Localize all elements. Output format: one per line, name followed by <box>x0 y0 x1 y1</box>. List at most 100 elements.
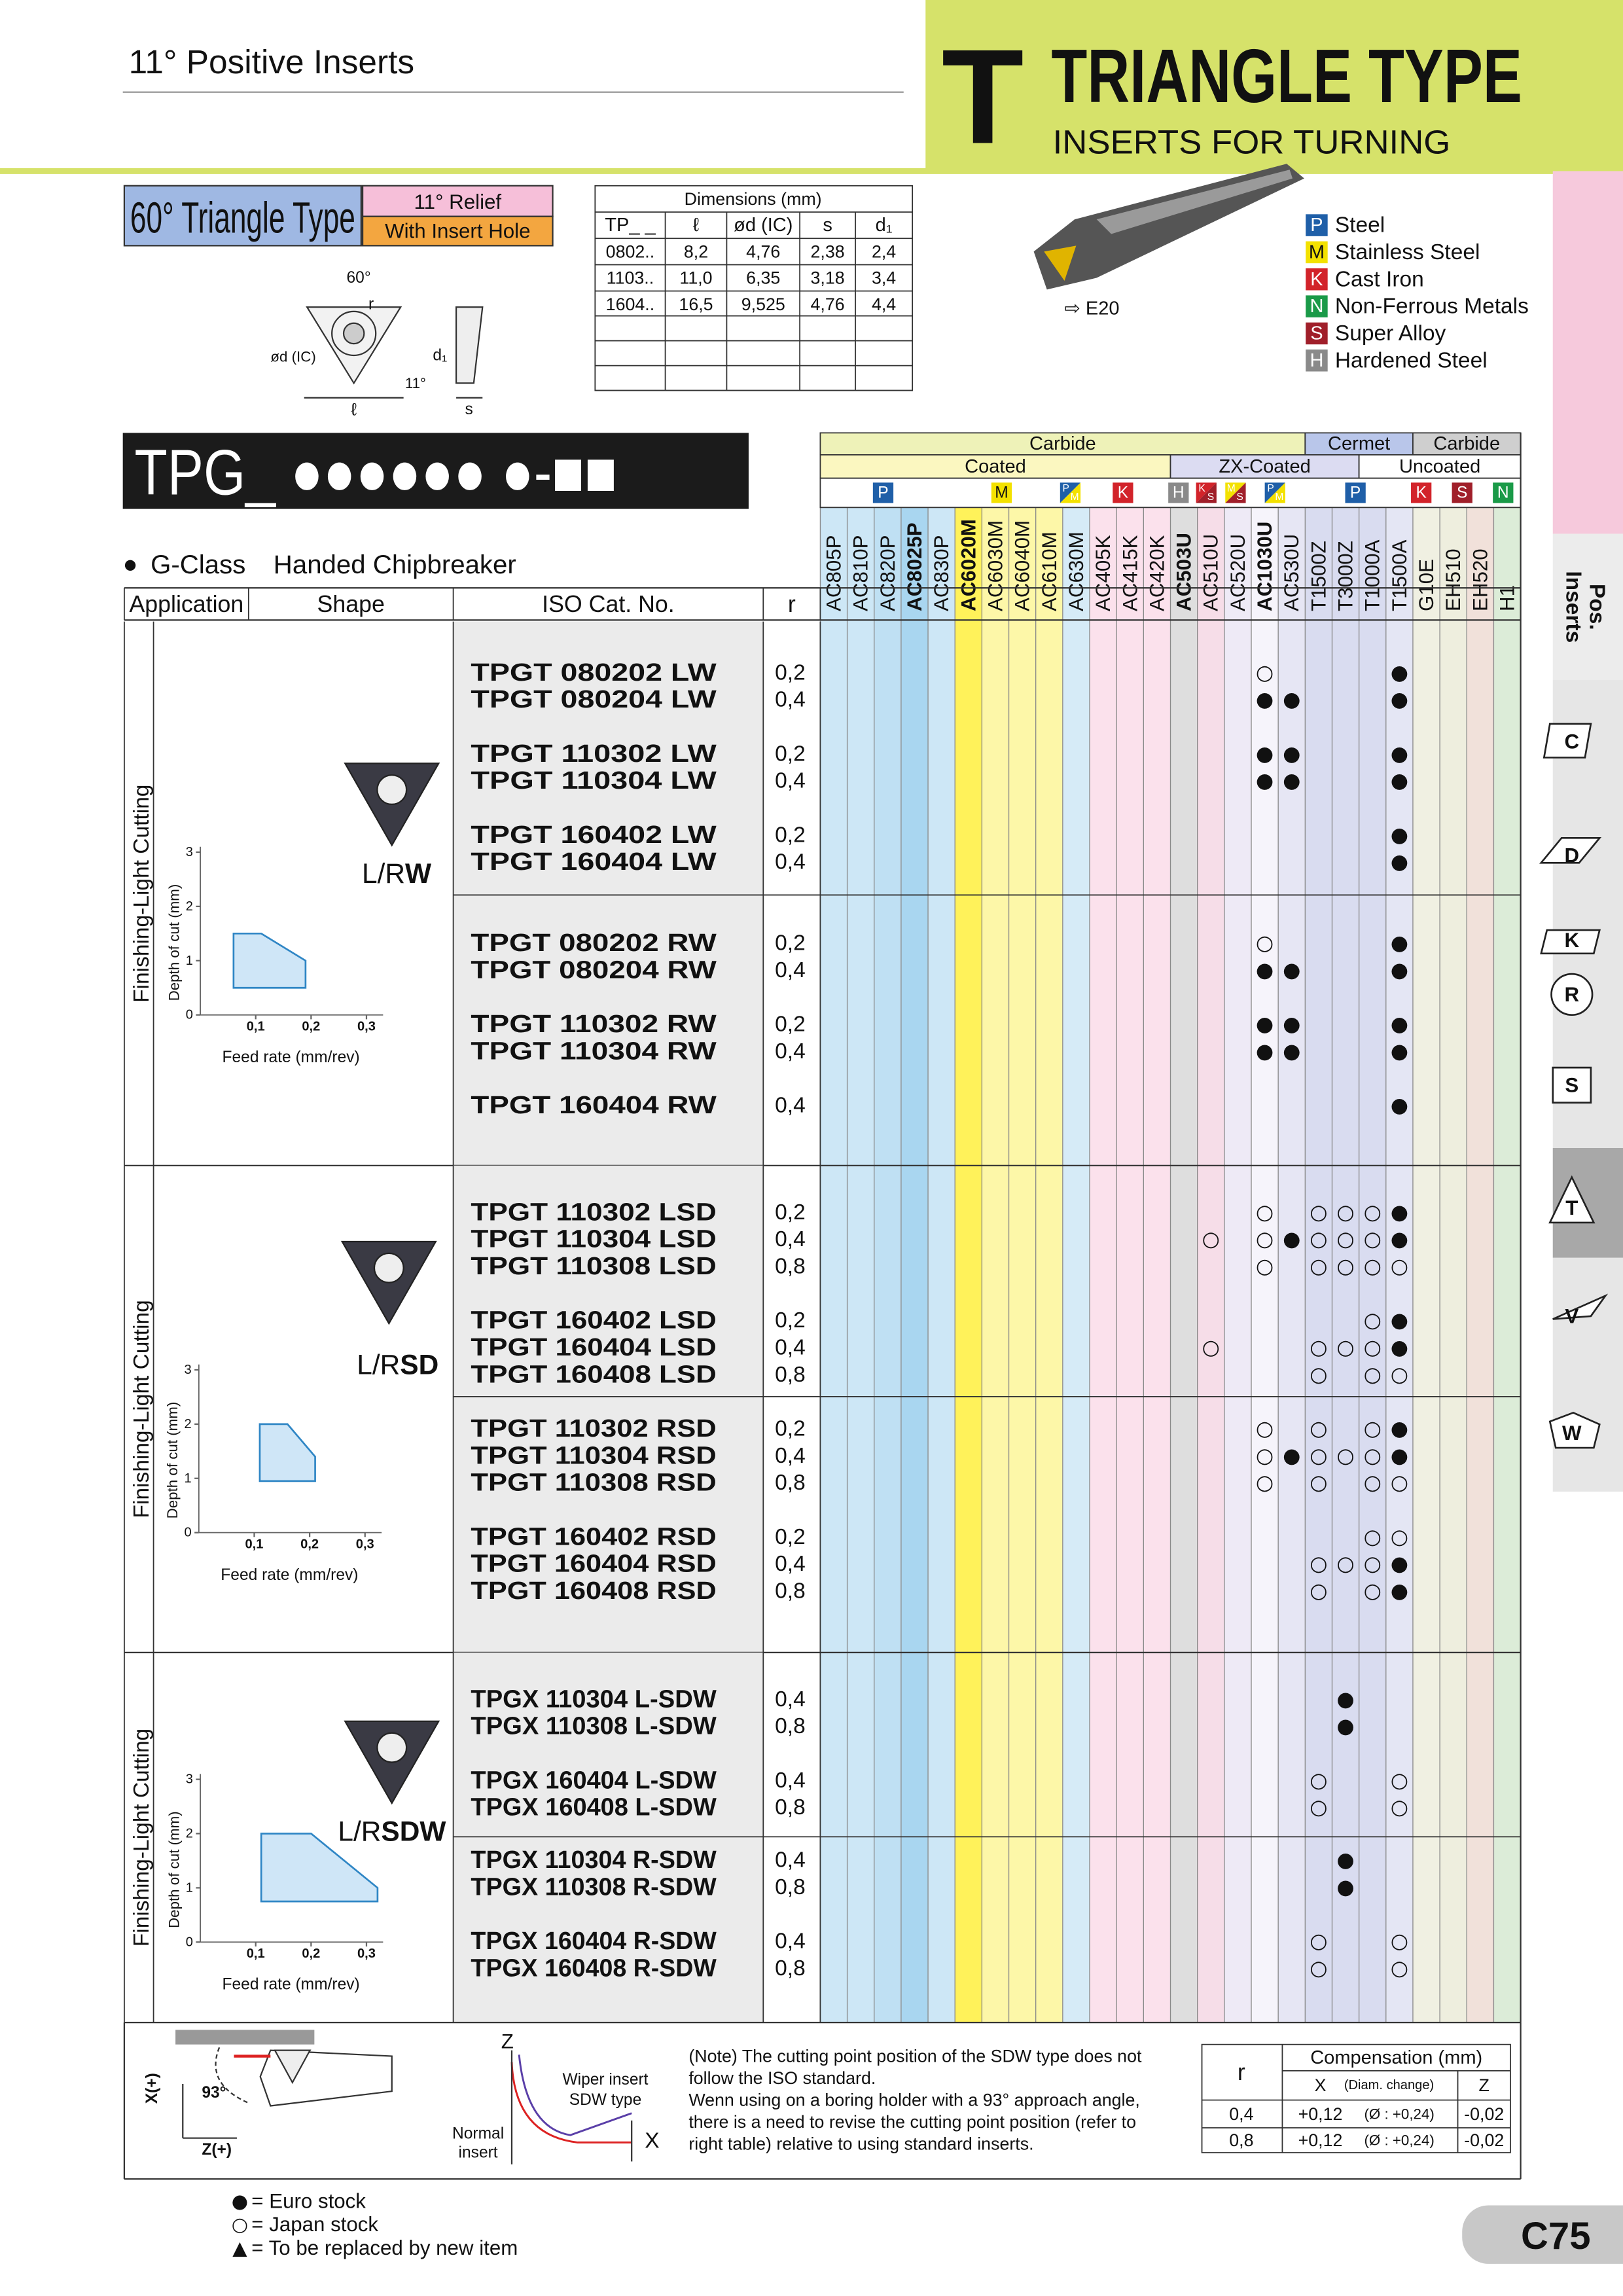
y-tick-label: 2 <box>184 1417 191 1431</box>
corner-radius: 0,4 <box>775 1227 806 1251</box>
code-banner <box>122 433 749 509</box>
workpiece <box>175 2030 315 2045</box>
catalog-number: TPGT 160404 RSD <box>471 1551 716 1578</box>
dimensions-cell: 0802.. <box>606 242 655 261</box>
stock-symbol: ○ <box>1391 1363 1408 1386</box>
stock-symbol: ○ <box>1336 1228 1354 1251</box>
corner-radius: 0,4 <box>775 1444 806 1468</box>
x-tick-label: 0,2 <box>300 1537 319 1552</box>
corner-radius: 0,2 <box>775 1308 806 1333</box>
stock-symbol: ● <box>1283 742 1300 766</box>
grade-material-code: S <box>1207 492 1214 503</box>
stock-symbol: ● <box>1391 1579 1408 1603</box>
stock-symbol: ○ <box>1364 1363 1382 1386</box>
grade-column <box>874 507 901 2023</box>
drawing-label: 11° <box>405 375 426 391</box>
y-tick-label: 3 <box>184 1363 191 1377</box>
stock-symbol: ● <box>1391 1309 1408 1333</box>
catalog-number: TPGT 110304 RSD <box>471 1442 716 1469</box>
shape-label: L/RSDW <box>338 1816 446 1846</box>
grade-material-code: K <box>1118 484 1129 501</box>
catalog-number: TPGT 110304 LSD <box>471 1226 716 1253</box>
compensation-cell: (Ø : +0,24) <box>1364 2106 1434 2122</box>
catalog-number: TPGT 160402 RSD <box>471 1523 716 1551</box>
stock-symbol: ○ <box>1391 1796 1408 1820</box>
column-header: r <box>788 591 796 617</box>
y-tick-label: 3 <box>186 845 193 859</box>
corner-radius: 0,8 <box>775 1254 806 1278</box>
stock-symbol: ● <box>1283 1444 1300 1467</box>
wiper-curve <box>518 2054 632 2136</box>
stock-symbol: ○ <box>1364 1336 1382 1359</box>
cutting-range <box>232 932 307 989</box>
stock-symbol: ○ <box>1256 1255 1274 1278</box>
grade-name: AC8025P <box>903 522 926 611</box>
stock-symbol: ○ <box>1391 1956 1408 1980</box>
catalog-number: TPGX 110308 L-SDW <box>471 1713 717 1740</box>
material-icon <box>1306 350 1328 372</box>
header-band <box>925 0 1623 171</box>
material-code: N <box>1310 296 1323 317</box>
catalog-number: TPGT 110302 RW <box>471 1011 717 1038</box>
corner-radius: 0,8 <box>775 1956 806 1981</box>
page-number: C75 <box>1521 2215 1591 2257</box>
material-code: P <box>1310 215 1323 236</box>
catalog-number: TPGT 080204 RW <box>471 957 717 984</box>
tab-icon <box>1548 1175 1596 1224</box>
grade-material-icon <box>1225 482 1246 503</box>
compensation-header: r <box>1238 2059 1245 2085</box>
y-tick-label: 1 <box>186 1880 193 1895</box>
coating-group-label: Coated <box>965 456 1026 477</box>
coating-group-label: ZX-Coated <box>1219 456 1310 477</box>
compensation-cell: -0,02 <box>1464 2130 1504 2150</box>
stock-symbol: ○ <box>1256 1444 1274 1467</box>
catalog-number: TPGT 160404 LSD <box>471 1334 716 1361</box>
catalog-number: TPGT 160402 LW <box>471 821 717 849</box>
stock-symbol: ○ <box>1364 1309 1382 1333</box>
dimensions-cell: 9,525 <box>741 295 785 314</box>
y-tick-label: 1 <box>184 1471 191 1486</box>
grade-material-code: P <box>878 484 888 501</box>
grade-material-icon <box>1452 482 1472 503</box>
grade-material-code: N <box>1497 484 1509 501</box>
grade-column <box>1440 507 1467 2023</box>
stock-symbol: ○ <box>1310 1417 1327 1441</box>
stock-symbol: ● <box>1283 1228 1300 1251</box>
legend-text: = Euro stock <box>251 2189 366 2212</box>
catalog-number: TPGT 110308 LSD <box>471 1253 716 1280</box>
note-line: there is a need to revise the cutting po… <box>688 2112 1136 2132</box>
shape-label-prefix: L/R <box>362 857 405 888</box>
grade-name: AC820P <box>876 535 899 611</box>
grade-name: G10E <box>1415 559 1438 611</box>
x-axis-label: Feed rate (mm/rev) <box>223 1976 360 1994</box>
catalog-number: TPGX 160408 L-SDW <box>471 1794 717 1821</box>
stock-symbol: ● <box>1256 959 1274 982</box>
grade-column <box>1062 507 1090 2023</box>
code-text: TPG_ ●●●●●● ●-■■ <box>135 437 617 509</box>
note-line: Wenn using on a boring holder with a 93°… <box>688 2090 1140 2110</box>
shape-label-prefix: L/R <box>338 1816 381 1846</box>
stock-symbol: ● <box>1283 769 1300 793</box>
dimensions-cell: 1604.. <box>606 295 655 314</box>
compensation-cell: 0,8 <box>1229 2130 1253 2150</box>
bar-insert <box>274 2049 312 2085</box>
dimensions-cell: 6,35 <box>746 268 780 288</box>
legend-symbol: ● <box>232 2190 248 2212</box>
grade-name: AC415K <box>1118 535 1141 611</box>
y-tick-label: 3 <box>186 1772 193 1787</box>
drawing-label: 60° <box>347 269 371 287</box>
stock-symbol: ○ <box>1364 1444 1382 1467</box>
tab-letter: R <box>1565 983 1580 1006</box>
chipbreaker-name: Handed Chipbreaker <box>274 550 516 579</box>
shape-label-suffix: SDW <box>381 1816 446 1846</box>
catalog-number: TPGX 160404 R-SDW <box>471 1928 717 1955</box>
dimensions-header: TP_ _ <box>605 215 656 236</box>
stock-symbol: ● <box>1336 1687 1354 1711</box>
grade-column <box>901 507 929 2023</box>
grade-column <box>1090 507 1117 2023</box>
grade-name: AC1030U <box>1253 522 1276 611</box>
corner-radius: 0,4 <box>775 688 806 712</box>
shape-label-prefix: L/R <box>357 1349 400 1380</box>
catalog-number: TPGX 160404 L-SDW <box>471 1767 717 1794</box>
